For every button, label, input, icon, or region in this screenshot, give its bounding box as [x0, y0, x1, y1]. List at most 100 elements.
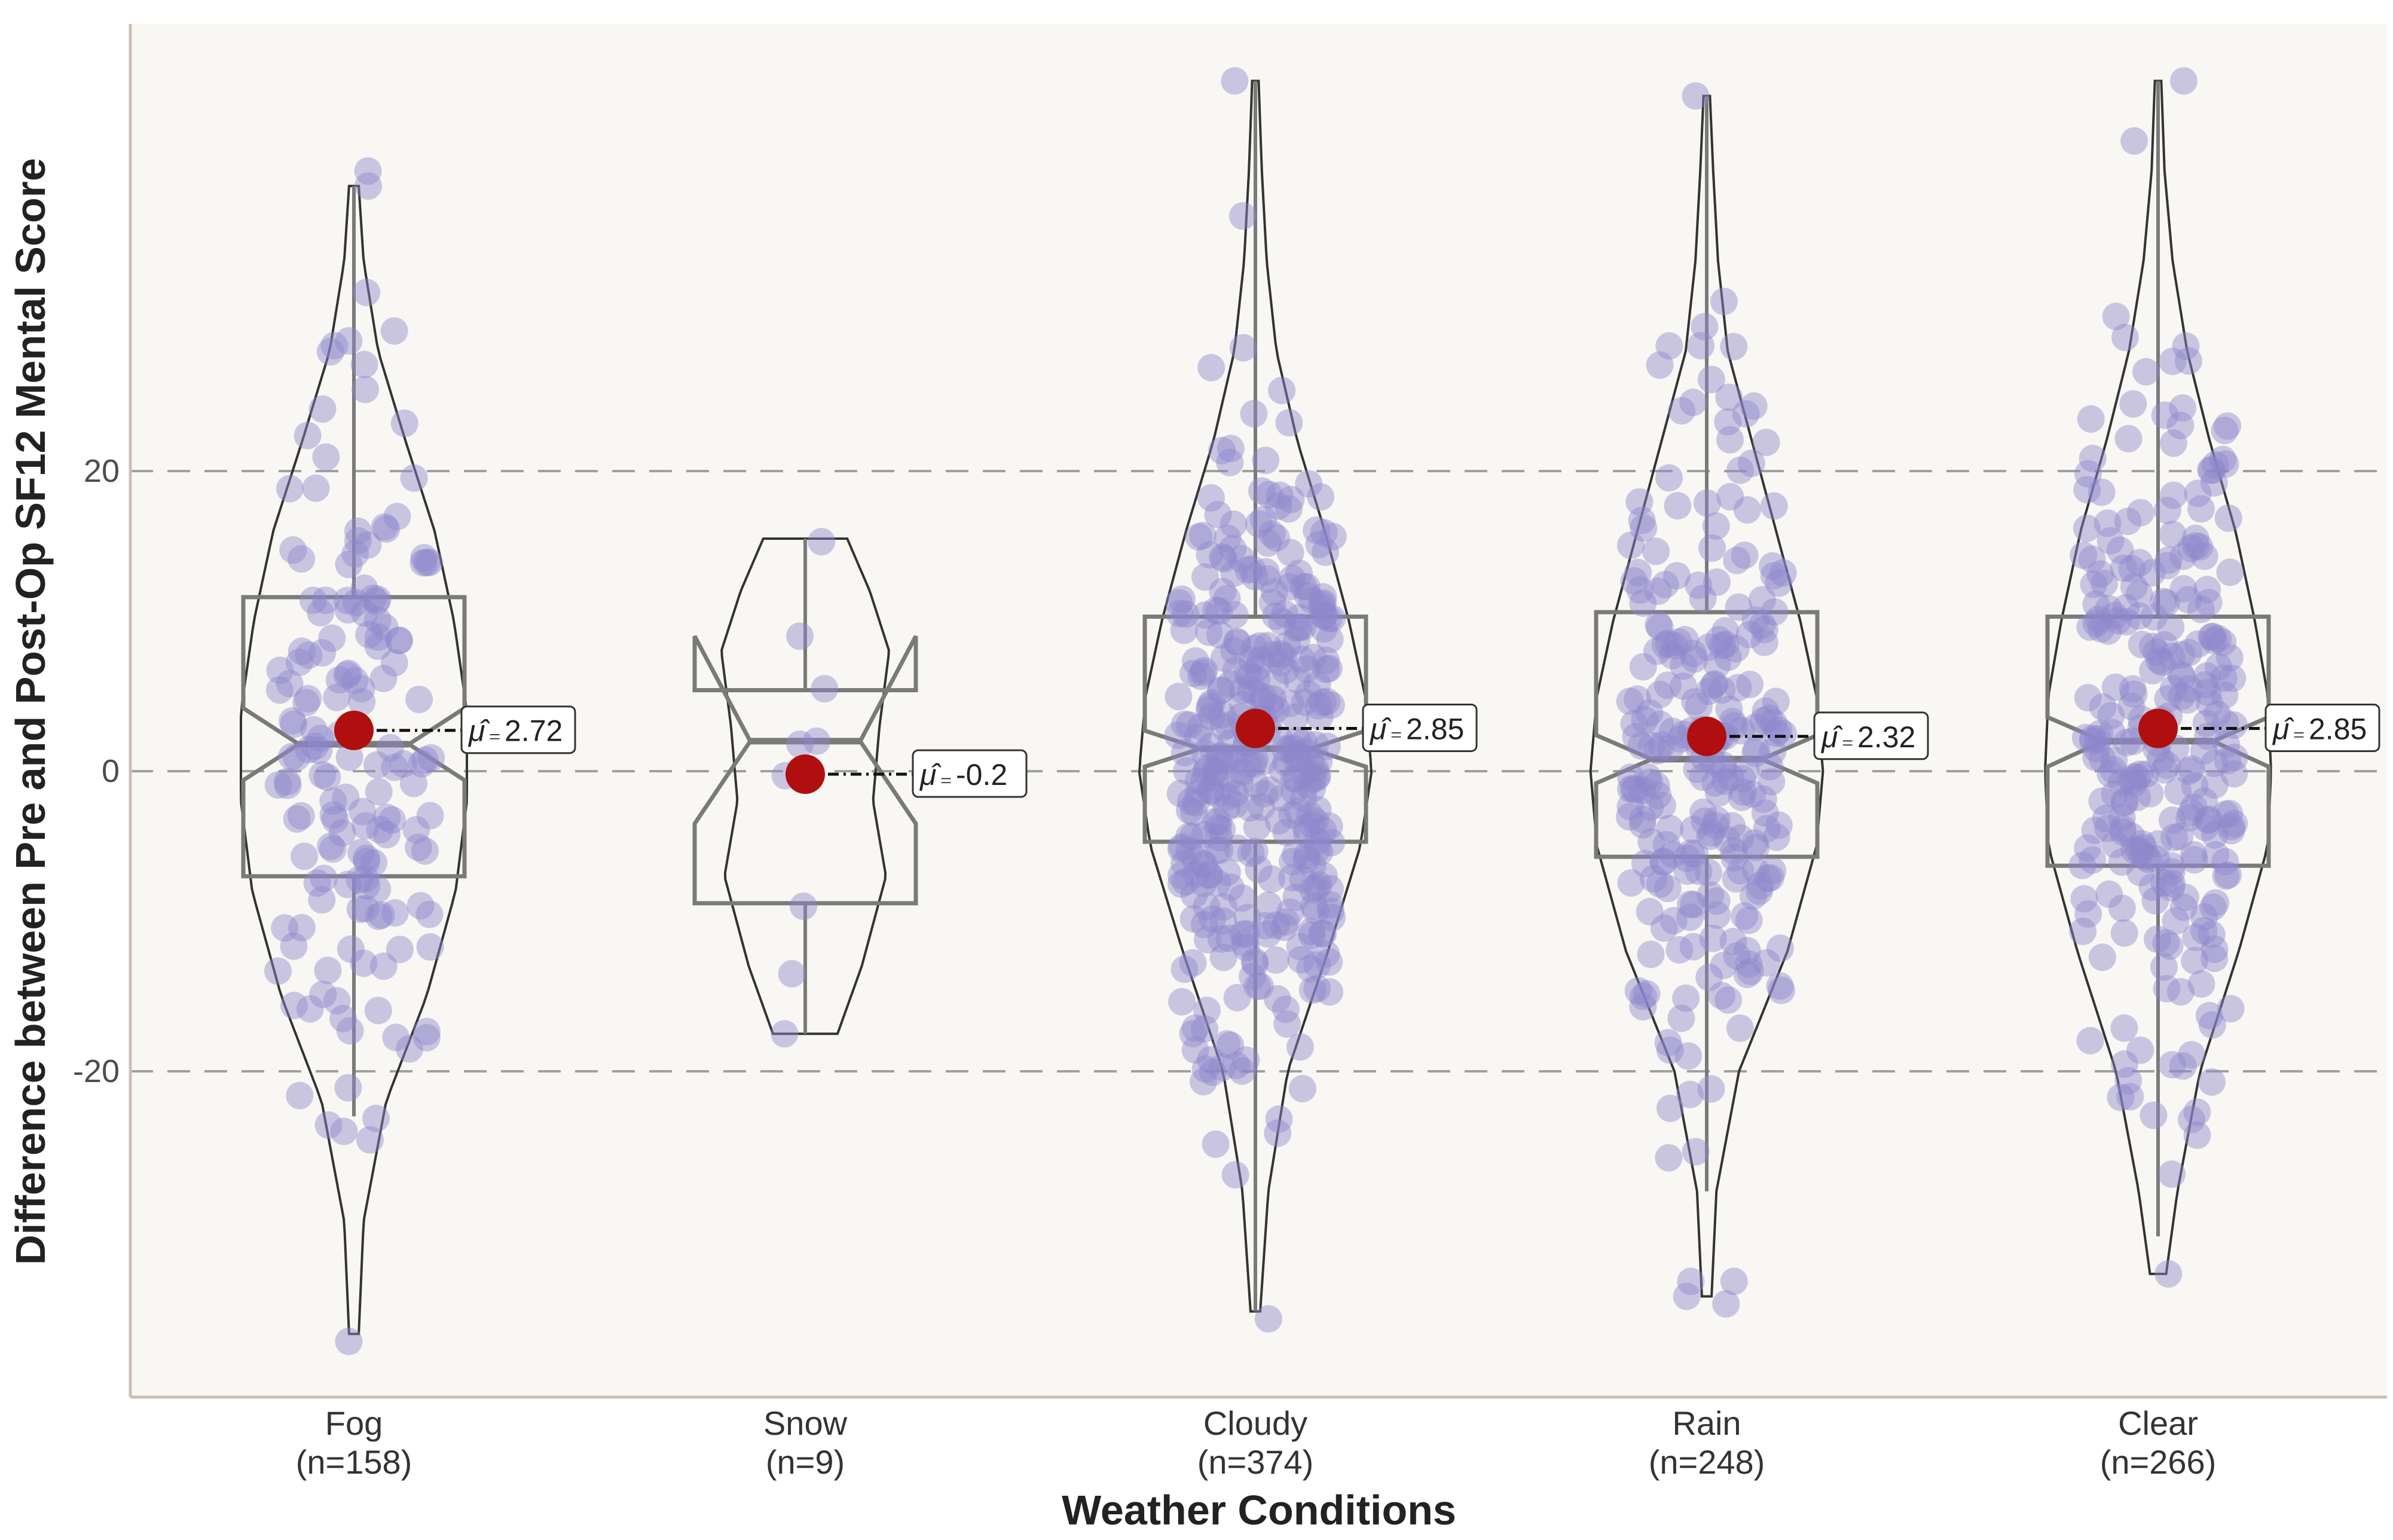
data-point — [1170, 738, 1199, 766]
data-point — [1701, 811, 1729, 839]
data-point — [2088, 943, 2116, 971]
data-point — [1724, 674, 1752, 702]
data-point — [1195, 618, 1223, 646]
data-point — [1299, 765, 1327, 793]
data-point — [2175, 675, 2203, 703]
data-point — [1278, 848, 1306, 876]
data-point — [1299, 875, 1327, 903]
data-point — [2180, 841, 2208, 869]
data-point — [1695, 858, 1723, 887]
data-point — [1642, 537, 1670, 566]
data-point — [1301, 754, 1329, 783]
data-point — [1223, 629, 1251, 657]
data-point — [381, 753, 409, 781]
data-point — [2217, 812, 2245, 841]
data-point — [334, 870, 362, 899]
data-point — [1248, 477, 1276, 505]
data-point — [303, 869, 331, 897]
data-point — [2194, 722, 2222, 750]
data-point — [771, 1020, 799, 1048]
data-point — [1315, 812, 1343, 840]
data-point — [354, 172, 383, 200]
data-point — [1168, 861, 1196, 890]
data-point — [1650, 914, 1678, 942]
data-point — [2076, 1026, 2104, 1055]
data-point — [2191, 813, 2219, 841]
data-point — [1286, 1033, 1314, 1061]
data-point — [1240, 634, 1269, 662]
violins — [240, 80, 2272, 1336]
data-point — [1229, 676, 1257, 704]
data-point — [1277, 485, 1305, 514]
data-point — [1732, 400, 1760, 428]
data-point — [2101, 780, 2129, 808]
data-point — [2192, 671, 2220, 699]
data-point — [1223, 628, 1251, 656]
data-point — [1619, 775, 1648, 803]
data-point — [1677, 890, 1705, 918]
data-point — [1298, 586, 1326, 615]
data-point — [1617, 775, 1645, 803]
data-point — [1303, 763, 1331, 792]
data-point — [1756, 753, 1784, 781]
data-point — [1710, 951, 1738, 979]
data-point — [1756, 864, 1784, 892]
data-point — [1298, 775, 1326, 803]
data-point — [2094, 617, 2122, 645]
data-point — [2108, 815, 2137, 843]
data-point — [346, 895, 374, 923]
data-point — [1295, 470, 1323, 498]
data-point — [341, 540, 369, 568]
data-point — [1215, 711, 1243, 739]
data-point — [1769, 559, 1797, 587]
data-point — [1733, 937, 1761, 965]
data-point — [1223, 983, 1251, 1012]
data-point — [2106, 536, 2134, 564]
data-point — [1308, 591, 1336, 619]
data-point — [2187, 495, 2215, 523]
mean-point — [2138, 708, 2178, 748]
data-point — [2079, 725, 2107, 753]
data-point — [2160, 823, 2189, 851]
data-point — [1710, 288, 1738, 316]
data-point — [1317, 691, 1345, 719]
data-point — [2108, 803, 2136, 832]
data-point — [2197, 456, 2225, 484]
data-point — [1738, 780, 1767, 808]
data-point — [2123, 783, 2151, 811]
data-point — [2159, 520, 2187, 548]
data-point — [1197, 702, 1225, 731]
data-point — [1631, 706, 1659, 734]
data-point — [1179, 905, 1208, 933]
data-point — [363, 585, 392, 613]
data-point — [2140, 1101, 2168, 1129]
data-point — [1284, 797, 1312, 825]
data-point — [2153, 552, 2181, 580]
data-point — [1210, 893, 1238, 921]
data-points — [264, 67, 2248, 1355]
data-point — [2073, 476, 2101, 504]
data-point — [1181, 1014, 1209, 1042]
data-point — [2158, 1050, 2186, 1078]
data-point — [1281, 703, 1309, 731]
data-point — [1179, 1019, 1207, 1047]
data-point — [2101, 601, 2129, 630]
data-point — [1695, 677, 1723, 705]
data-point — [308, 638, 337, 667]
data-point — [1168, 988, 1196, 1016]
data-point — [786, 622, 814, 650]
data-point — [2190, 916, 2218, 945]
data-point — [1741, 606, 1769, 634]
data-point — [2157, 873, 2186, 902]
data-point — [283, 805, 311, 833]
data-point — [1243, 665, 1271, 693]
data-point — [1241, 949, 1269, 977]
data-point — [2071, 723, 2099, 751]
data-point — [366, 815, 394, 844]
data-point — [1269, 756, 1297, 784]
data-point — [265, 676, 294, 704]
data-point — [1741, 713, 1769, 741]
mean-value: 2.72 — [505, 714, 563, 748]
data-point — [347, 675, 375, 703]
data-point — [1301, 807, 1330, 835]
